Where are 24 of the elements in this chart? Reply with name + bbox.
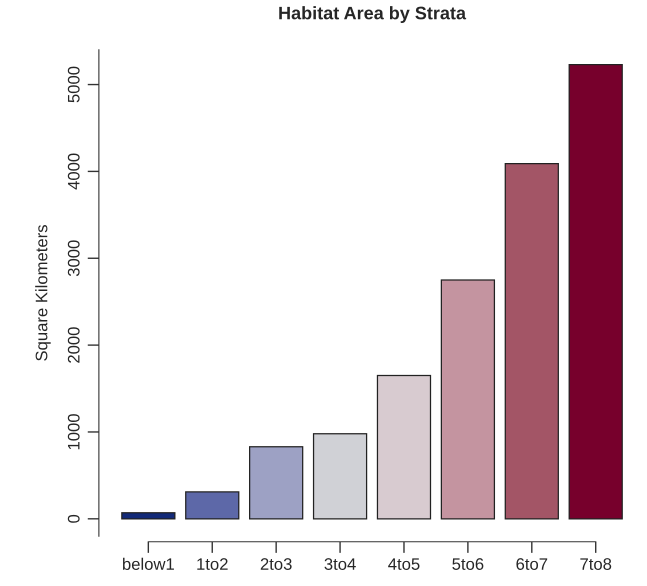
x-tick-label: 1to2 xyxy=(197,558,228,570)
x-tick-label: 6to7 xyxy=(516,558,548,570)
bar xyxy=(376,374,432,520)
x-tick-label: 4to5 xyxy=(388,558,420,570)
y-tick-label: 3000 xyxy=(68,240,80,276)
chart-title: Habitat Area by Strata xyxy=(279,6,466,23)
bar xyxy=(121,512,176,520)
bar xyxy=(568,64,623,520)
bar xyxy=(249,446,304,520)
bar xyxy=(312,433,368,520)
y-axis-title: Square Kilometers xyxy=(35,225,51,361)
x-tick-label: below1 xyxy=(123,558,174,570)
bar xyxy=(185,491,240,520)
y-tick-label: 5000 xyxy=(68,66,80,102)
y-tick-label: 4000 xyxy=(68,154,80,190)
y-tick-label: 1000 xyxy=(68,414,80,450)
bar xyxy=(440,279,496,520)
x-tick-label: 2to3 xyxy=(260,558,292,570)
bar xyxy=(504,162,559,520)
y-tick-label: 0 xyxy=(68,514,80,523)
x-tick-label: 3to4 xyxy=(324,558,356,570)
x-tick-label: 7to8 xyxy=(580,558,612,570)
y-tick-label: 2000 xyxy=(68,327,80,363)
x-tick-label: 5to6 xyxy=(452,558,484,570)
